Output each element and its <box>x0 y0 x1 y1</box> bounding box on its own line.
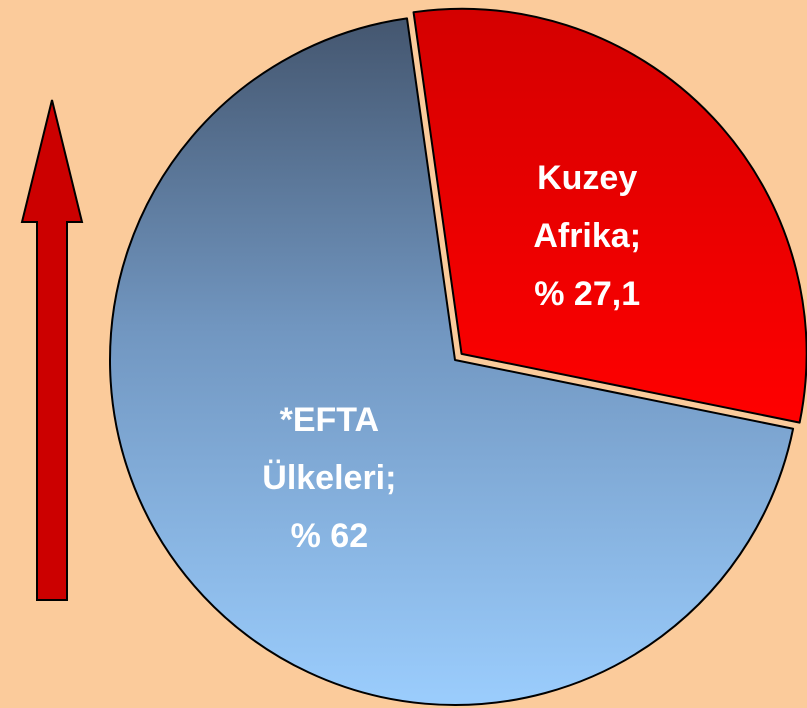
slice-label: Kuzey Afrika; % 27,1 <box>502 149 672 323</box>
slice-category: Kuzey Afrika; <box>533 158 642 255</box>
pie-slice <box>412 7 807 424</box>
slice-category: *EFTA Ülkeleri; <box>262 401 397 498</box>
slice-label: *EFTA Ülkeleri; % 62 <box>244 391 414 565</box>
arrow <box>20 99 84 601</box>
pie-slice <box>109 17 795 706</box>
slice-value: % 27,1 <box>534 274 641 313</box>
slice-value: % 62 <box>290 517 369 556</box>
